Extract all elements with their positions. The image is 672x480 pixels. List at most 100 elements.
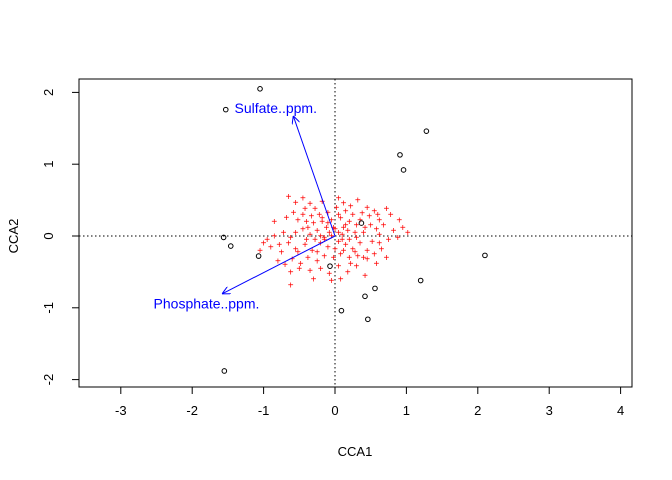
site-point [227, 243, 234, 249]
species-point: + [300, 193, 306, 204]
species-point: + [318, 264, 324, 275]
species-point: + [276, 240, 282, 251]
species-point: + [304, 235, 310, 246]
species-point: + [373, 259, 379, 270]
species-point: + [314, 226, 320, 237]
x-tick-label: 1 [403, 403, 410, 418]
species-point: + [341, 198, 347, 209]
biplot-arrow-label: Phosphate..ppm. [154, 295, 260, 311]
species-layer: ++ ++ ++ + + +++ + ++++++++++++++ + + + + + + + + + + + + + +… [257, 192, 411, 291]
species-point: + [338, 275, 344, 286]
x-tick-label: 3 [546, 403, 553, 418]
site-point [338, 307, 345, 314]
species-point: + [388, 210, 394, 221]
y-tick-label: 2 [41, 89, 56, 96]
species-point: + [345, 267, 351, 278]
biplot-arrow [294, 117, 336, 237]
species-point: + [298, 259, 304, 270]
species-point: + [305, 223, 311, 234]
species-point: + [331, 253, 337, 264]
species-point: + [326, 228, 332, 239]
sites-layer [220, 86, 488, 374]
species-point: + [281, 228, 287, 239]
species-point: + [391, 226, 397, 237]
biplot-arrow-label: Sulfate..ppm. [234, 100, 317, 116]
y-tick-label: -1 [41, 302, 56, 314]
x-tick-label: 2 [474, 403, 481, 418]
x-tick-label: 0 [331, 403, 338, 418]
species-point: + [329, 276, 335, 287]
species-point: + [325, 208, 331, 219]
species-point: + [271, 217, 277, 228]
species-point: + [307, 199, 313, 210]
species-point: + [366, 211, 372, 222]
species-point: + [341, 246, 347, 257]
species-point: + [362, 271, 368, 282]
site-point [372, 285, 378, 292]
species-point: + [329, 232, 335, 243]
species-point: + [284, 213, 290, 224]
species-point: + [336, 237, 342, 248]
species-point: + [364, 246, 370, 257]
species-point: + [295, 216, 301, 227]
site-point [257, 86, 263, 92]
y-axis-label: CCA2 [6, 219, 21, 254]
species-point: + [378, 244, 384, 255]
species-point: + [304, 217, 310, 228]
species-point: + [302, 240, 308, 251]
species-point: + [336, 262, 342, 273]
species-point: + [314, 257, 320, 268]
species-point: + [405, 228, 411, 239]
species-point: + [264, 235, 270, 246]
species-point: + [359, 209, 365, 220]
species-point: + [318, 232, 324, 243]
species-point: + [346, 253, 352, 264]
species-point: + [396, 216, 402, 227]
species-point: + [336, 210, 342, 221]
species-point: + [319, 217, 325, 228]
x-axis: -3 -2 -1 0 1 2 3 4 [115, 386, 624, 418]
site-point [365, 316, 371, 323]
species-point: + [268, 242, 274, 253]
biplot-arrow [223, 235, 336, 293]
arrows-layer: Sulfate..ppm. Phosphate..ppm. [154, 100, 336, 311]
y-axis: -2 -1 0 1 2 [41, 89, 80, 385]
species-point: + [386, 235, 392, 246]
species-point: + [334, 203, 340, 214]
species-point: + [346, 235, 352, 246]
species-point: + [362, 223, 368, 234]
species-point: + [279, 247, 285, 258]
species-point: + [400, 223, 406, 234]
species-point: + [361, 228, 367, 239]
species-point: + [312, 204, 318, 215]
site-point [221, 368, 228, 374]
x-tick-label: 4 [617, 403, 624, 418]
species-point: + [343, 240, 349, 251]
species-point: + [371, 249, 377, 260]
species-point: + [314, 247, 320, 258]
species-point: + [368, 221, 374, 232]
x-tick-label: -1 [258, 403, 270, 418]
species-point: + [319, 214, 325, 225]
species-point: + [293, 244, 299, 255]
species-point: + [338, 214, 344, 225]
species-point: + [271, 232, 277, 243]
species-point: + [343, 206, 349, 217]
species-point: + [339, 230, 345, 241]
species-point: + [293, 198, 299, 209]
species-point: + [291, 208, 297, 219]
species-point: + [352, 247, 358, 258]
y-tick-label: 1 [41, 161, 56, 168]
site-point [358, 220, 365, 226]
species-point: + [376, 216, 382, 227]
species-point: + [361, 253, 367, 264]
species-point: + [288, 267, 294, 278]
species-point: + [321, 235, 327, 246]
species-point: + [296, 264, 302, 275]
species-point: + [309, 246, 315, 257]
species-point: + [321, 233, 327, 244]
species-point: + [305, 253, 311, 264]
species-point: + [275, 257, 281, 268]
